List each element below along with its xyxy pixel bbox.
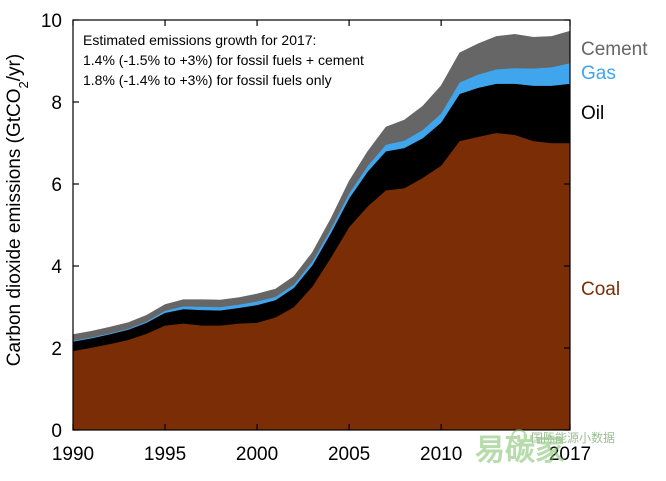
annotation-box: Estimated emissions growth for 2017: 1.4… xyxy=(83,32,364,88)
series-label-coal: Coal xyxy=(581,279,620,300)
y-tick-label: 8 xyxy=(51,93,62,114)
y-axis-label: Carbon dioxide emissions (GtCO2/yr) xyxy=(4,54,31,366)
x-tick-label: 2000 xyxy=(236,444,278,465)
annotation-line-3: 1.8% (-1.4% to +3%) for fossil fuels onl… xyxy=(83,72,332,88)
plot-frame xyxy=(72,19,571,431)
area-series-group xyxy=(72,30,571,431)
wechat-icon xyxy=(511,429,527,445)
tick-label-group: 1990 1995 2000 2005 2010 2017 0 2 4 6 8 10 xyxy=(41,11,591,465)
series-label-gas: Gas xyxy=(581,63,616,84)
watermark-caption: 国际能源小数据 xyxy=(531,430,615,445)
x-tick-label: 2017 xyxy=(549,444,591,465)
watermark-logo-text: 易碳家 xyxy=(475,433,565,468)
series-label-cement: Cement xyxy=(581,39,648,60)
y-tick-label: 10 xyxy=(41,11,62,32)
y-tick-label: 0 xyxy=(51,421,62,442)
y-tick-label: 4 xyxy=(51,257,62,278)
tick-group xyxy=(72,19,571,431)
y-tick-label: 6 xyxy=(51,175,62,196)
y-tick-label: 2 xyxy=(51,339,62,360)
area-coal xyxy=(72,132,571,431)
x-tick-label: 2005 xyxy=(328,444,370,465)
series-label-oil: Oil xyxy=(581,103,604,124)
axes xyxy=(72,19,571,431)
x-tick-label: 2010 xyxy=(420,444,462,465)
annotation-line-2: 1.4% (-1.5% to +3%) for fossil fuels + c… xyxy=(83,52,364,68)
watermark: 易碳家 国际能源小数据 xyxy=(475,429,615,468)
series-labels: Cement Gas Oil Coal xyxy=(581,39,648,300)
x-tick-label: 1990 xyxy=(52,444,94,465)
x-tick-label: 1995 xyxy=(144,444,186,465)
annotation-line-1: Estimated emissions growth for 2017: xyxy=(83,32,316,48)
